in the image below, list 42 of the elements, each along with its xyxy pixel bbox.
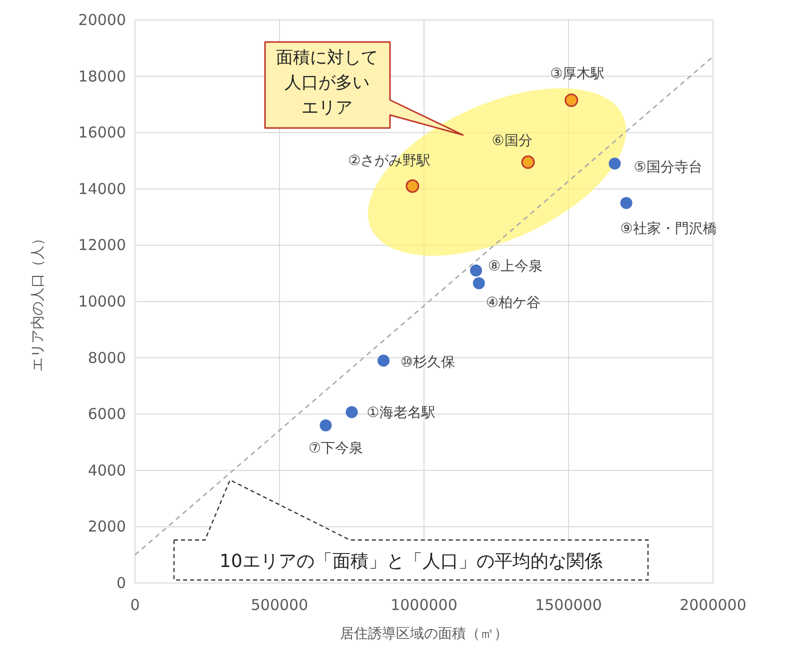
y-tick-label: 12000	[78, 236, 126, 254]
point	[608, 158, 621, 170]
point	[470, 264, 482, 277]
y-tick-label: 0	[116, 574, 126, 592]
annotation: 人口が多い	[284, 73, 370, 93]
point	[378, 354, 390, 367]
point	[521, 155, 535, 169]
annotation: ⑥国分	[492, 133, 532, 150]
point	[564, 93, 578, 107]
x-tick-label: 2000000	[680, 596, 746, 614]
y-tick-label: 2000	[88, 518, 126, 536]
x-tick-label: 500000	[250, 596, 308, 614]
y-tick-label: 18000	[78, 67, 126, 86]
point	[406, 179, 420, 193]
annotation: ⑨社家・門沢橋	[620, 220, 717, 237]
point	[320, 419, 332, 432]
annotation: 10エリアの「面積」と「人口」の平均的な関係	[220, 551, 602, 572]
annotation: エリア	[302, 98, 352, 118]
x-tick-label: 1500000	[535, 596, 602, 614]
y-axis-title: エリア内の人口（人）	[30, 232, 46, 372]
annotation: 面積に対して	[276, 48, 378, 68]
y-tick-label: 8000	[88, 348, 126, 367]
annotation: ①海老名駅	[366, 405, 436, 422]
y-tick-label: 14000	[78, 180, 126, 198]
point	[472, 277, 485, 290]
x-axis-title: 居住誘導区域の面積（㎡）	[340, 626, 508, 642]
annotation: ⑦下今泉	[308, 440, 364, 456]
point	[346, 406, 358, 418]
y-tick-label: 10000	[78, 292, 126, 310]
x-tick-label: 1000000	[390, 596, 458, 614]
annotation: ③厚木駅	[550, 66, 605, 82]
point	[620, 196, 632, 209]
y-tick-label: 4000	[88, 461, 126, 480]
annotation: ⑤国分寺台	[634, 160, 702, 176]
y-tick-label: 16000	[78, 124, 126, 142]
annotation: ④柏ケ谷	[486, 295, 540, 312]
y-tick-label: 20000	[78, 11, 126, 29]
annotation: ⑩杉久保	[400, 354, 456, 371]
annotation: ②さがみ野駅	[348, 153, 431, 170]
x-tick-label: 0	[130, 596, 140, 614]
annotation: ⑧上今泉	[488, 258, 543, 275]
y-tick-label: 6000	[88, 405, 126, 424]
